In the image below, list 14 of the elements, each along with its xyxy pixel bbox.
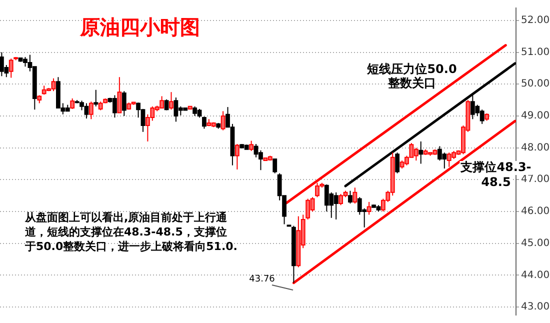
y-tick-label: 47.00: [521, 174, 550, 186]
y-tick-label: 48.00: [521, 142, 550, 154]
annotation: 43.76: [249, 274, 276, 284]
y-tick-label: 50.00: [521, 78, 550, 90]
y-tick-label: 43.00: [521, 302, 550, 313]
y-tick-label: 51.00: [521, 46, 550, 58]
y-tick-label: 45.00: [521, 238, 550, 249]
annotation: 短线压力位50.0 整数关口: [366, 62, 457, 90]
y-tick-label: 52.00: [521, 15, 550, 26]
chart-title: 原油四小时图: [79, 15, 200, 40]
annotation: 从盘面图上可以看出,原油目前处于上行通道，短线的支撑位在48.3-48.5，支撑位于50.0整数关口，进一步上破将看向51.0.: [24, 210, 238, 253]
y-tick-label: 46.00: [521, 206, 550, 218]
y-tick-label: 49.00: [521, 110, 550, 122]
y-tick-label: 44.00: [521, 270, 550, 281]
